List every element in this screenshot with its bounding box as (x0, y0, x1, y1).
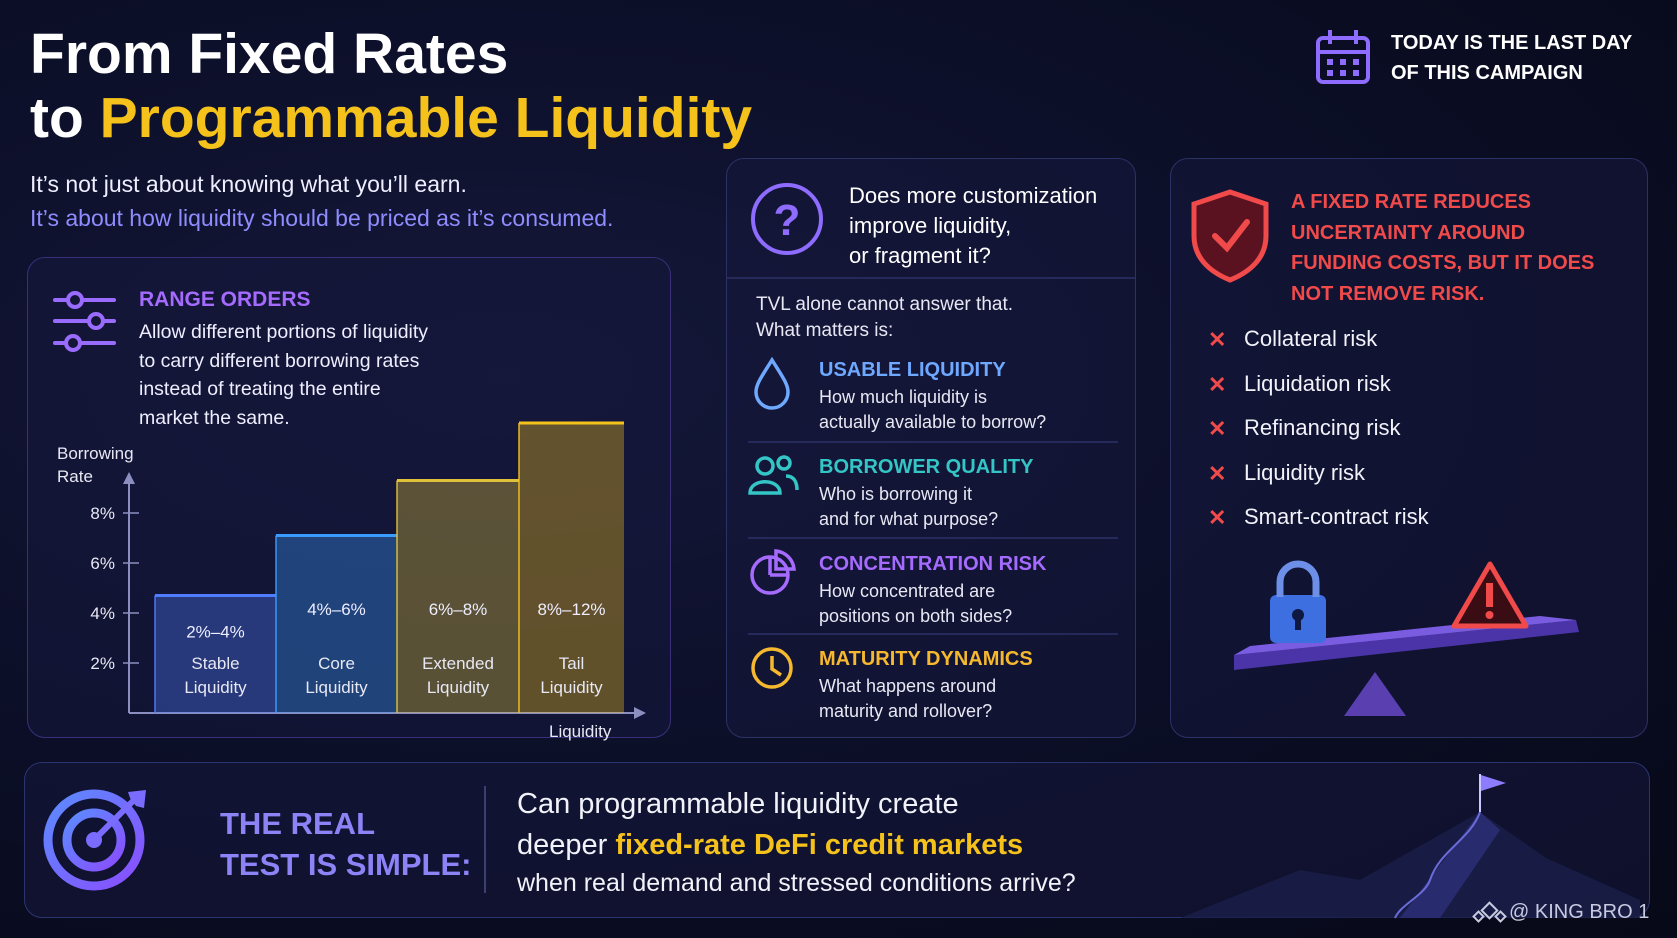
subtitle-1: It’s not just about knowing what you’ll … (30, 171, 467, 197)
y-tick-label: 6% (90, 554, 115, 573)
range-label: 4%–6% (307, 600, 366, 619)
y-axis-label: Borrowing (57, 444, 134, 463)
watermark-icon (1472, 901, 1507, 923)
sliders-icon (53, 291, 116, 352)
y-tick-label: 2% (90, 654, 115, 673)
range-text-line: Allow different portions of liquidity (139, 321, 429, 343)
line-2-highlight: fixed-rate DeFi credit markets (615, 829, 1024, 861)
pie-icon (750, 549, 796, 595)
range-label: 8%–12% (537, 600, 605, 619)
notice-line: TODAY IS THE LAST DAY (1391, 32, 1633, 54)
svg-text:?: ? (774, 196, 801, 245)
line-2-start: deeper (517, 829, 608, 861)
risk-item: Liquidation risk (1244, 370, 1391, 396)
bottom-line-1: Can programmable liquidity create (517, 788, 959, 820)
question-text: Does more customization improve liquidit… (849, 181, 1097, 271)
question-line: Does more customization (849, 183, 1098, 208)
risk-x: ✕ (1208, 460, 1227, 486)
risk-warning: A FIXED RATE REDUCES UNCERTAINTY AROUND … (1291, 187, 1594, 309)
item-title: USABLE LIQUIDITY (819, 359, 1006, 381)
notice-line: OF THIS CAMPAIGN (1391, 62, 1583, 84)
risk-x: ✕ (1208, 327, 1227, 352)
warning-line: A FIXED RATE REDUCES (1291, 191, 1532, 213)
range-heading: RANGE ORDERS (139, 288, 311, 311)
range-text-line: instead of treating the entire (139, 378, 381, 401)
item-title: BORROWER QUALITY (819, 456, 1034, 478)
mountain-illustration (1180, 774, 1640, 919)
intro-line: What matters is: (756, 320, 894, 341)
y-tick-label: 8% (90, 504, 115, 523)
bottom-line-2: deeper fixed-rate DeFi credit markets (517, 831, 1023, 860)
risk-x: ✕ (1208, 416, 1227, 442)
range-label: 6%–8% (429, 600, 488, 619)
item-text: What happens around (819, 676, 997, 696)
clock-icon (751, 647, 793, 689)
bottom-line-3: when real demand and stressed conditions… (517, 869, 1076, 897)
question-line: or fragment it? (849, 243, 991, 268)
risk-x: ✕ (1208, 505, 1227, 531)
x-axis-label: Liquidity (549, 722, 612, 741)
y-tick-label: 4% (90, 604, 115, 623)
range-text-line: to carry different borrowing rates (139, 349, 420, 372)
range-panel (27, 257, 671, 738)
item-text: How concentrated are (819, 581, 996, 601)
calendar-icon (1316, 30, 1370, 84)
risk-item: Liquidity risk (1244, 459, 1366, 485)
title-highlight: Programmable Liquidity (99, 86, 753, 150)
range-label: 2%–4% (186, 623, 245, 642)
subtitle-2: It’s about how liquidity should be price… (30, 205, 614, 231)
target-icon (43, 789, 146, 891)
item-dividers (748, 441, 1118, 635)
y-axis-label: Rate (57, 467, 93, 486)
label-line: TEST IS SIMPLE: (220, 847, 472, 882)
question-intro: TVL alone cannot answer that. What matte… (756, 292, 1013, 344)
x-axis-arrow (634, 707, 646, 719)
risk-item: Collateral risk (1244, 326, 1378, 351)
users-icon (748, 455, 799, 495)
seesaw-illustration (1234, 560, 1579, 716)
watermark: @ KING BRO 1 (1509, 901, 1650, 923)
category-label: Core Liquidity (305, 654, 368, 697)
item-text: maturity and rollover? (819, 700, 993, 721)
title-prefix: to (30, 86, 84, 150)
category-label: Tail Liquidity (540, 654, 603, 697)
bar (397, 480, 519, 713)
bar (519, 423, 624, 713)
item-text: and for what purpose? (819, 508, 999, 529)
shield-icon (1191, 189, 1269, 283)
risk-item: Refinancing risk (1244, 415, 1401, 441)
bar (155, 595, 276, 713)
question-line: improve liquidity, (849, 213, 1012, 238)
warning-line: UNCERTAINTY AROUND (1291, 221, 1526, 244)
title-line-2: to Programmable Liquidity (30, 90, 752, 147)
category-label: Stable Liquidity (184, 654, 247, 697)
drop-icon (754, 356, 790, 410)
y-axis-arrow (123, 472, 135, 484)
question-panel (726, 158, 1136, 738)
bottom-label: THE REAL TEST IS SIMPLE: (220, 803, 471, 885)
question-icon: ? (751, 183, 823, 255)
warning-line: FUNDING COSTS, BUT IT DOES (1291, 252, 1595, 274)
item-text: How much liquidity is (819, 387, 988, 407)
range-text-line: market the same. (139, 407, 290, 430)
item-text: Who is borrowing it (819, 484, 973, 504)
item-text: actually available to borrow? (819, 411, 1047, 432)
warning-line: NOT REMOVE RISK. (1291, 282, 1485, 305)
item-text: positions on both sides? (819, 605, 1013, 626)
item-title: MATURITY DYNAMICS (819, 648, 1033, 670)
intro-line: TVL alone cannot answer that. (756, 294, 1014, 315)
bar (276, 535, 397, 713)
title-line-1: From Fixed Rates (30, 22, 509, 86)
item-title: CONCENTRATION RISK (819, 553, 1047, 575)
label-line: THE REAL (220, 806, 375, 841)
range-chart: 2% 4% 6% 8% 2%–4% 4%–6% 6%–8% 8%–12% (90, 421, 646, 719)
risk-x: ✕ (1208, 371, 1227, 397)
category-label: Extended Liquidity (422, 654, 494, 697)
risk-item: Smart-contract risk (1244, 504, 1429, 530)
